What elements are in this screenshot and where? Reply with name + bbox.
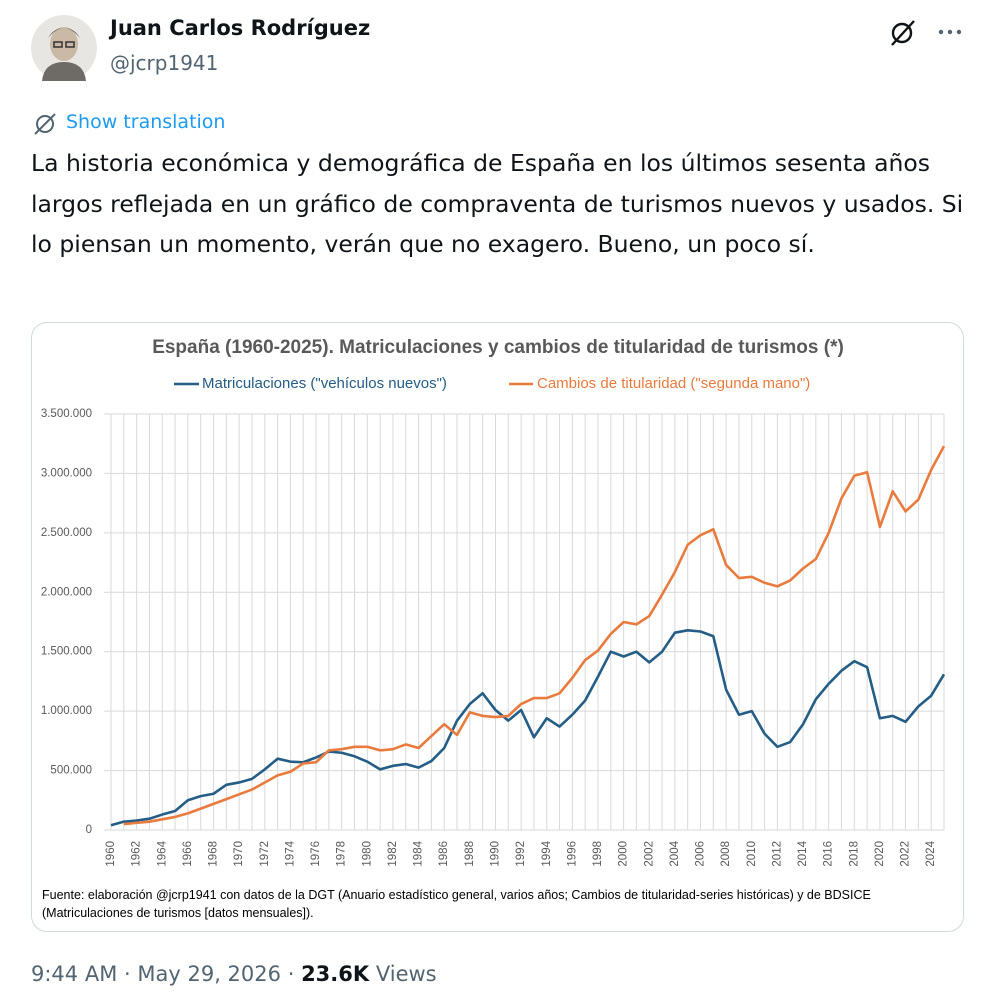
y-tick-label: 0	[86, 824, 92, 836]
x-tick-label: 2000	[618, 841, 630, 867]
x-tick-label: 2008	[720, 841, 732, 867]
y-tick-label: 1.500.000	[41, 646, 92, 658]
x-tick-label: 1998	[592, 841, 604, 867]
y-tick-label: 500.000	[50, 765, 92, 777]
x-tick-label: 2004	[669, 840, 681, 866]
x-tick-label: 2022	[900, 841, 912, 867]
x-tick-label: 2012	[771, 841, 783, 867]
translate-icon	[34, 113, 56, 135]
x-tick-label: 1994	[541, 840, 553, 866]
chart-title: España (1960-2025). Matriculaciones y ca…	[152, 337, 844, 358]
chart-note: Fuente: elaboración @jcrp1941 con datos …	[42, 888, 871, 920]
x-tick-label: 1988	[464, 841, 476, 867]
x-tick-label: 1980	[361, 841, 373, 867]
x-tick-label: 2018	[848, 841, 860, 867]
x-tick-label: 2010	[746, 841, 758, 867]
author-handle[interactable]: @jcrp1941	[110, 51, 219, 75]
time[interactable]: 9:44 AM	[31, 962, 118, 986]
y-tick-label: 2.500.000	[41, 527, 92, 539]
x-tick-label: 1978	[336, 841, 348, 867]
x-tick-label: 1964	[156, 840, 168, 866]
x-tick-label: 2002	[643, 841, 655, 867]
author-name[interactable]: Juan Carlos Rodríguez	[110, 16, 371, 40]
separator: ·	[287, 962, 295, 986]
x-tick-label: 1970	[233, 841, 245, 867]
x-tick-label: 1974	[284, 840, 296, 866]
y-tick-label: 1.000.000	[41, 705, 92, 717]
grok-icon[interactable]	[888, 18, 918, 48]
x-tick-label: 2014	[797, 840, 809, 866]
x-tick-label: 1962	[131, 841, 143, 867]
legend-label: Cambios de titularidad ("segunda mano")	[537, 375, 810, 392]
tweet-text: La historia económica y demográfica de E…	[31, 149, 964, 258]
x-tick-label: 1996	[566, 841, 578, 867]
x-tick-label: 1976	[310, 841, 322, 867]
x-tick-label: 2006	[695, 841, 707, 867]
y-tick-label: 2.000.000	[41, 586, 92, 598]
avatar[interactable]	[30, 14, 98, 82]
x-tick-label: 1982	[387, 841, 399, 867]
tweet-footer: 9:44 AM · May 29, 2026 · 23.6K Views	[31, 962, 437, 986]
more-menu[interactable]	[936, 24, 966, 40]
x-tick-label: 2016	[823, 841, 835, 867]
chart-card[interactable]: España (1960-2025). Matriculaciones y ca…	[31, 322, 964, 932]
x-tick-label: 2020	[874, 841, 886, 867]
x-tick-label: 1992	[515, 841, 527, 867]
separator: ·	[124, 962, 131, 986]
date[interactable]: May 29, 2026	[137, 962, 281, 986]
views-count: 23.6K	[301, 962, 370, 986]
y-tick-label: 3.000.000	[41, 467, 92, 479]
series-line	[123, 445, 946, 826]
y-tick-label: 3.500.000	[41, 408, 92, 420]
x-tick-label: 1968	[208, 841, 220, 867]
legend-label: Matriculaciones ("vehículos nuevos")	[202, 375, 447, 392]
x-tick-label: 1966	[182, 841, 194, 867]
x-tick-label: 1972	[259, 841, 271, 867]
chart: España (1960-2025). Matriculaciones y ca…	[41, 337, 946, 867]
series-line	[110, 629, 946, 827]
x-tick-label: 1990	[489, 841, 501, 867]
show-translation[interactable]: Show translation	[66, 111, 226, 133]
x-tick-label: 1984	[413, 840, 425, 866]
x-tick-label: 2024	[925, 840, 937, 866]
views-label: Views	[375, 962, 437, 986]
x-tick-label: 1986	[438, 841, 450, 867]
x-tick-label: 1960	[105, 841, 117, 867]
